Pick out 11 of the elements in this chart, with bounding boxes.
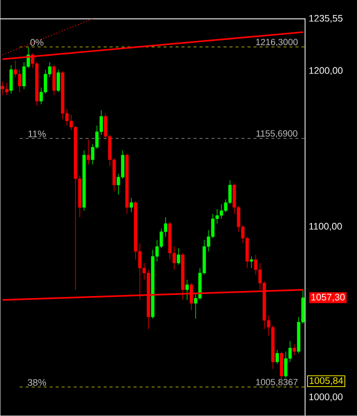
text: 1057,30 (311, 294, 345, 302)
annotation: 38% (28, 379, 46, 386)
ref-line-label: 1216,3000 (256, 38, 298, 46)
y-tick-label: 1200,00 (309, 67, 343, 76)
y-tick-label: 1100,00 (309, 222, 342, 231)
y-tick-label: 1000,00 (309, 393, 343, 402)
y-tick-label: 1235,55 (309, 14, 343, 23)
ref-line-label: 1155,6900 (256, 130, 298, 138)
annotation: 0% (30, 39, 44, 46)
text: 1005,84 (310, 377, 343, 386)
annotation: 11% (28, 130, 46, 138)
